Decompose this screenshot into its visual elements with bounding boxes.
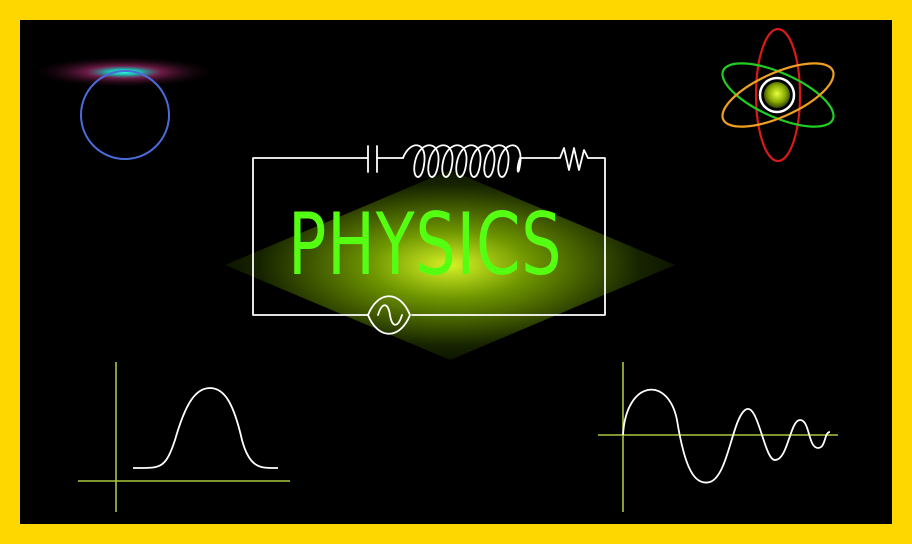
page-title: PHYSICS: [288, 195, 563, 295]
damped-wave-graph-icon: [598, 362, 838, 512]
lc-circuit-icon: [252, 144, 606, 335]
atom-icon: [721, 27, 835, 163]
ac-source-icon: [367, 295, 411, 335]
capacitor-icon: [365, 145, 404, 173]
bell-curve-graph-icon: [78, 362, 290, 512]
resistor-icon: [554, 147, 589, 171]
glowing-ring-icon: [29, 56, 219, 160]
inductor-coil-icon: [402, 144, 556, 178]
